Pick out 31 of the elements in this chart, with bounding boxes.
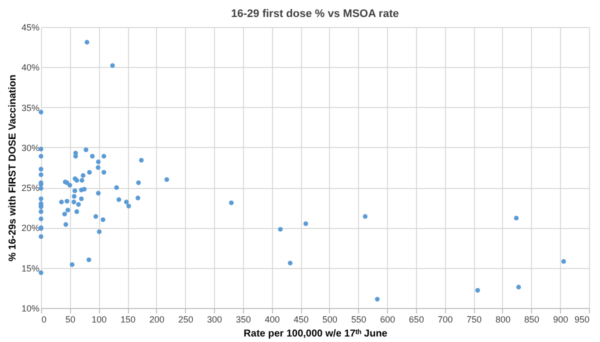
- x-tick-label: 350: [236, 314, 251, 324]
- x-tick-label: 800: [495, 314, 510, 324]
- y-tick-label: 45%: [21, 22, 40, 32]
- x-tick-label: 750: [466, 314, 482, 324]
- x-tick-label: 650: [408, 314, 424, 324]
- x-tick-label: 150: [120, 314, 136, 324]
- x-tick-label: 0: [42, 314, 47, 324]
- x-tick-label: 550: [351, 314, 366, 324]
- y-tick-label: 40%: [21, 62, 40, 73]
- x-tick-label: 400: [264, 314, 280, 324]
- x-tick-label: 700: [438, 314, 453, 324]
- chart-title: 16-29 first dose % vs MSOA rate: [231, 8, 399, 20]
- x-tick-label: 50: [65, 314, 76, 324]
- y-tick-label: 25%: [21, 183, 40, 194]
- x-tick-label: 300: [207, 314, 222, 324]
- x-tick-label: 100: [92, 314, 107, 324]
- x-tick-label: 250: [178, 314, 194, 324]
- y-tick-label: 30%: [21, 142, 40, 153]
- x-tick-label: 850: [524, 314, 540, 324]
- x-axis-title: Rate per 100,000 w/e 17ᵗʰ June: [244, 328, 388, 340]
- y-tick-label: 35%: [21, 102, 40, 113]
- y-tick-label: 15%: [21, 263, 40, 274]
- x-tick-label: 950: [574, 314, 590, 324]
- y-axis-title: % 16-29s with FIRST DOSE Vaccination: [7, 74, 18, 262]
- y-tick-label: 10%: [21, 304, 40, 314]
- x-tick-label: 900: [553, 314, 568, 324]
- x-tick-label: 450: [294, 314, 309, 324]
- x-tick-label: 600: [380, 314, 396, 324]
- x-tick-label: 200: [149, 314, 164, 324]
- y-tick-label: 20%: [21, 223, 40, 234]
- x-tick-label: 500: [322, 314, 338, 324]
